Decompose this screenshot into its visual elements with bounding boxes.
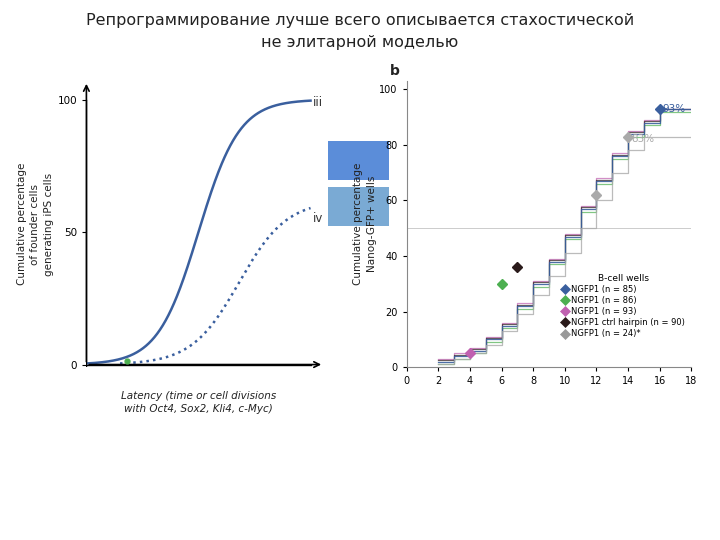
Y-axis label: Cumulative percentage
of founder cells
generating iPS cells: Cumulative percentage of founder cells g… — [17, 163, 53, 285]
Text: b: b — [390, 64, 400, 78]
Text: 93%: 93% — [662, 104, 686, 114]
Text: iv: iv — [312, 212, 323, 225]
Text: Репрограммирование лучше всего описывается стахостической: Репрограммирование лучше всего описывает… — [86, 14, 634, 29]
Bar — [328, 141, 389, 180]
Text: iii: iii — [312, 96, 323, 109]
Legend: NGFP1 (n = 85), NGFP1 (n = 86), NGFP1 (n = 93), NGFP1 ctrl hairpin (n = 90), NGF: NGFP1 (n = 85), NGFP1 (n = 86), NGFP1 (n… — [560, 272, 687, 340]
Y-axis label: Cumulative percentage
Nanog-GFP+ wells: Cumulative percentage Nanog-GFP+ wells — [354, 163, 377, 285]
Text: не элитарной моделью: не элитарной моделью — [261, 35, 459, 50]
Text: Latency (time or cell divisions
with Oct4, Sox2, Kli4, c-Myc): Latency (time or cell divisions with Oct… — [121, 391, 276, 414]
Bar — [328, 187, 389, 226]
Text: 83%: 83% — [631, 134, 654, 144]
